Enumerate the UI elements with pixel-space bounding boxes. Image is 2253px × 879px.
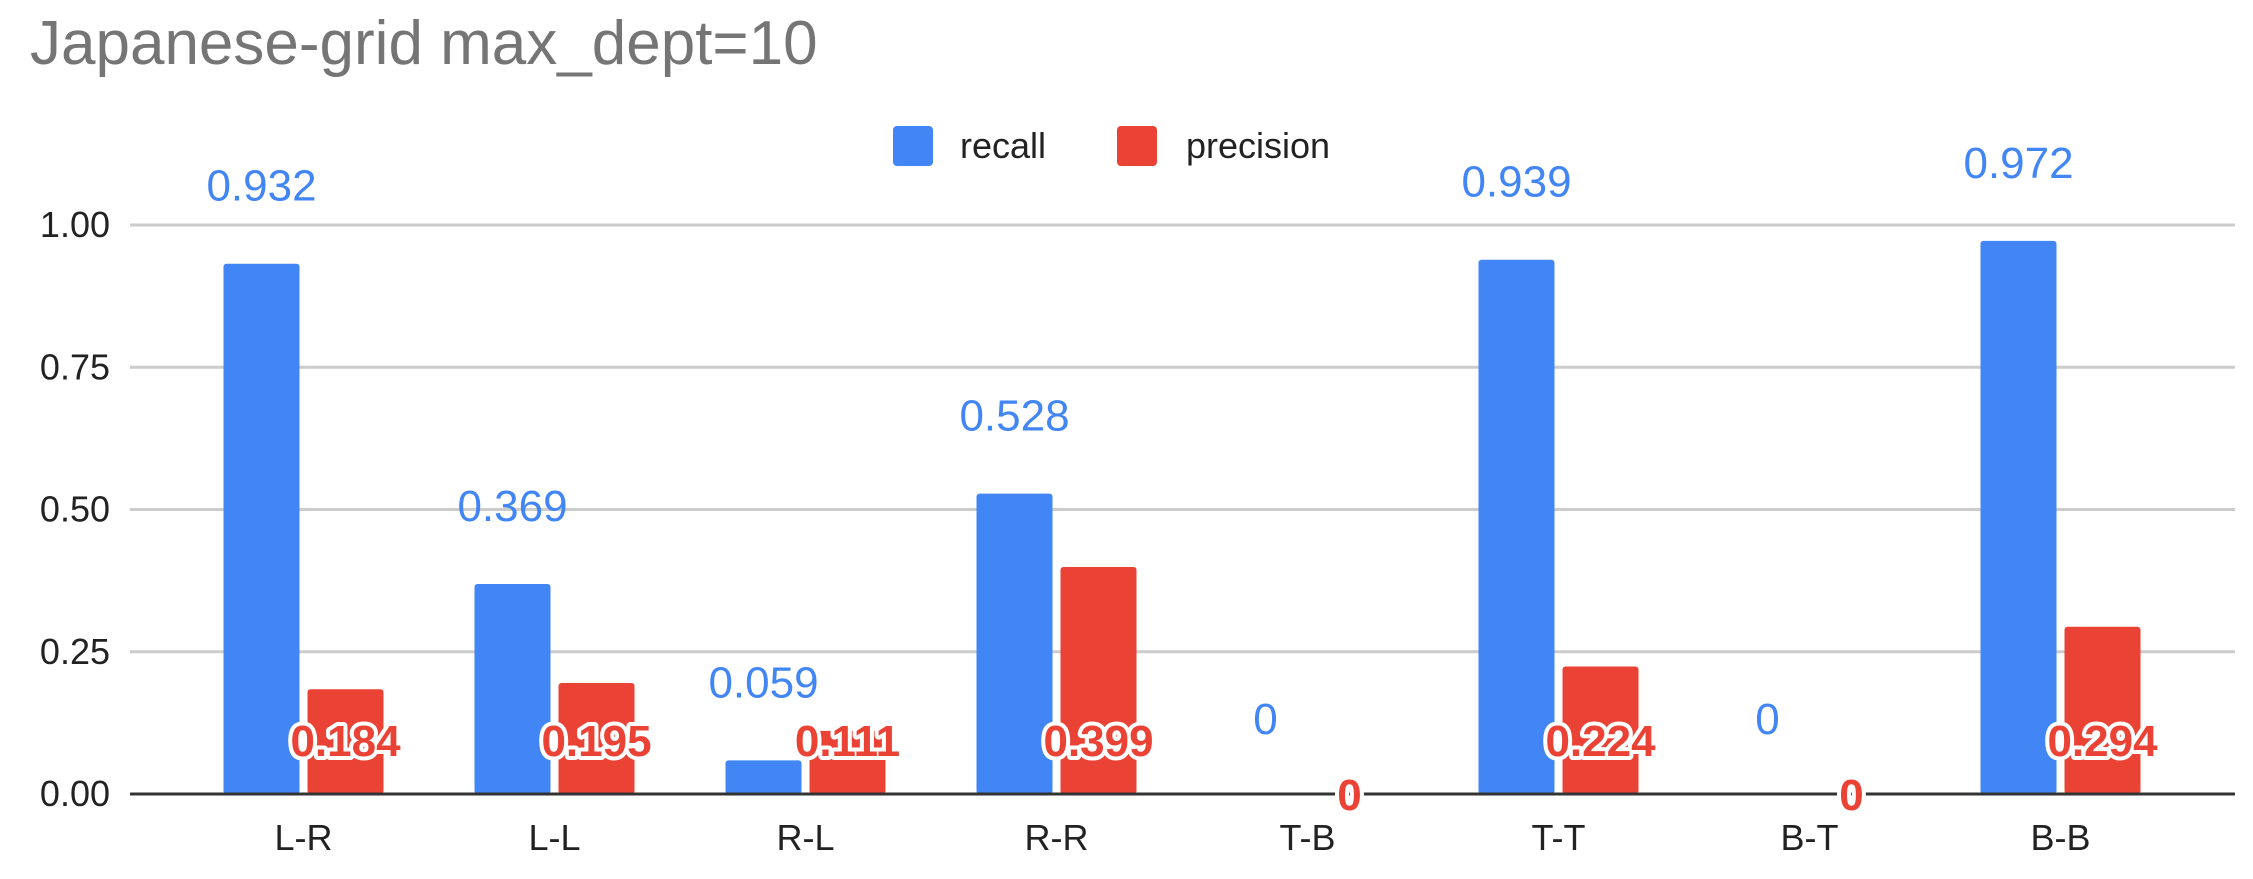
x-tick-label: R-L xyxy=(776,817,834,858)
x-tick-label: L-R xyxy=(274,817,332,858)
bar-precision xyxy=(558,683,635,794)
bar-recall xyxy=(725,760,802,794)
bar-recall xyxy=(223,263,300,794)
y-tick-label: 0.00 xyxy=(40,773,110,814)
chart-title: Japanese-grid max_dept=10 xyxy=(30,9,818,78)
data-label-recall: 0 xyxy=(1755,695,1779,744)
bar-precision xyxy=(1060,566,1137,794)
y-tick-label: 0.25 xyxy=(40,631,110,672)
bar-precision xyxy=(307,689,384,794)
gridlines xyxy=(130,223,2235,654)
data-labels: 0.932 0.184 0.369 0.195 0.059 0.111 0.528 0.399… xyxy=(206,139,2162,824)
data-label-precision: 0.294 xyxy=(2047,717,2158,766)
bar-recall xyxy=(1980,240,2057,794)
bar-recall xyxy=(474,584,551,794)
x-tick-label: B-B xyxy=(2030,817,2090,858)
data-label-precision: 0.195 xyxy=(541,717,651,766)
data-label-recall: 0.932 xyxy=(206,162,316,211)
legend-swatch-recall xyxy=(893,126,933,166)
bar-recall xyxy=(976,493,1053,794)
legend: recall precision xyxy=(893,125,1330,166)
bar-precision xyxy=(809,730,886,794)
legend-label-recall: recall xyxy=(960,125,1046,166)
bar-precision xyxy=(1562,666,1639,794)
data-label-recall: 0.972 xyxy=(1963,139,2073,188)
y-tick-label: 1.00 xyxy=(40,204,110,245)
data-label-recall: 0.369 xyxy=(457,482,567,531)
data-label-recall: 0 xyxy=(1253,695,1277,744)
x-tick-label: R-R xyxy=(1025,817,1089,858)
legend-label-precision: precision xyxy=(1186,125,1330,166)
y-axis-ticks: 0.00 0.25 0.50 0.75 1.00 xyxy=(40,204,110,814)
y-tick-label: 0.75 xyxy=(40,346,110,387)
data-label-precision: 0.184 xyxy=(290,717,401,766)
x-tick-label: T-T xyxy=(1532,817,1586,858)
data-label-recall: 0.059 xyxy=(708,658,818,707)
x-tick-label: T-B xyxy=(1279,817,1335,858)
data-label-recall: 0.939 xyxy=(1461,158,1571,207)
x-tick-label: L-L xyxy=(528,817,580,858)
data-label-precision: 0.399 xyxy=(1043,717,1153,766)
data-label-precision: 0.224 xyxy=(1545,717,1656,766)
x-axis-ticks: L-R L-L R-L R-R T-B T-T B-T B-B xyxy=(274,817,2090,858)
bar-recall xyxy=(1478,259,1555,795)
bar-precision xyxy=(2064,626,2141,794)
y-tick-label: 0.50 xyxy=(40,489,110,530)
data-label-precision: 0.111 xyxy=(795,717,900,766)
legend-swatch-precision xyxy=(1117,126,1157,166)
data-label-recall: 0.528 xyxy=(959,392,1069,441)
data-label-precision: 0 xyxy=(1337,771,1361,820)
bars xyxy=(223,240,2141,795)
x-tick-label: B-T xyxy=(1781,817,1839,858)
data-label-precision: 0 xyxy=(1839,771,1863,820)
